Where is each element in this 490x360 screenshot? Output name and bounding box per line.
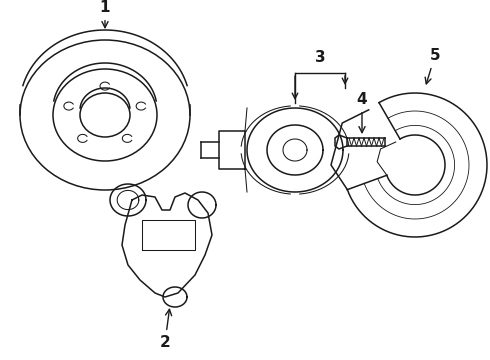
- Text: 3: 3: [315, 50, 325, 65]
- Text: 1: 1: [100, 0, 110, 28]
- Text: 4: 4: [357, 92, 368, 133]
- Text: 2: 2: [160, 309, 172, 350]
- Text: 5: 5: [425, 48, 441, 84]
